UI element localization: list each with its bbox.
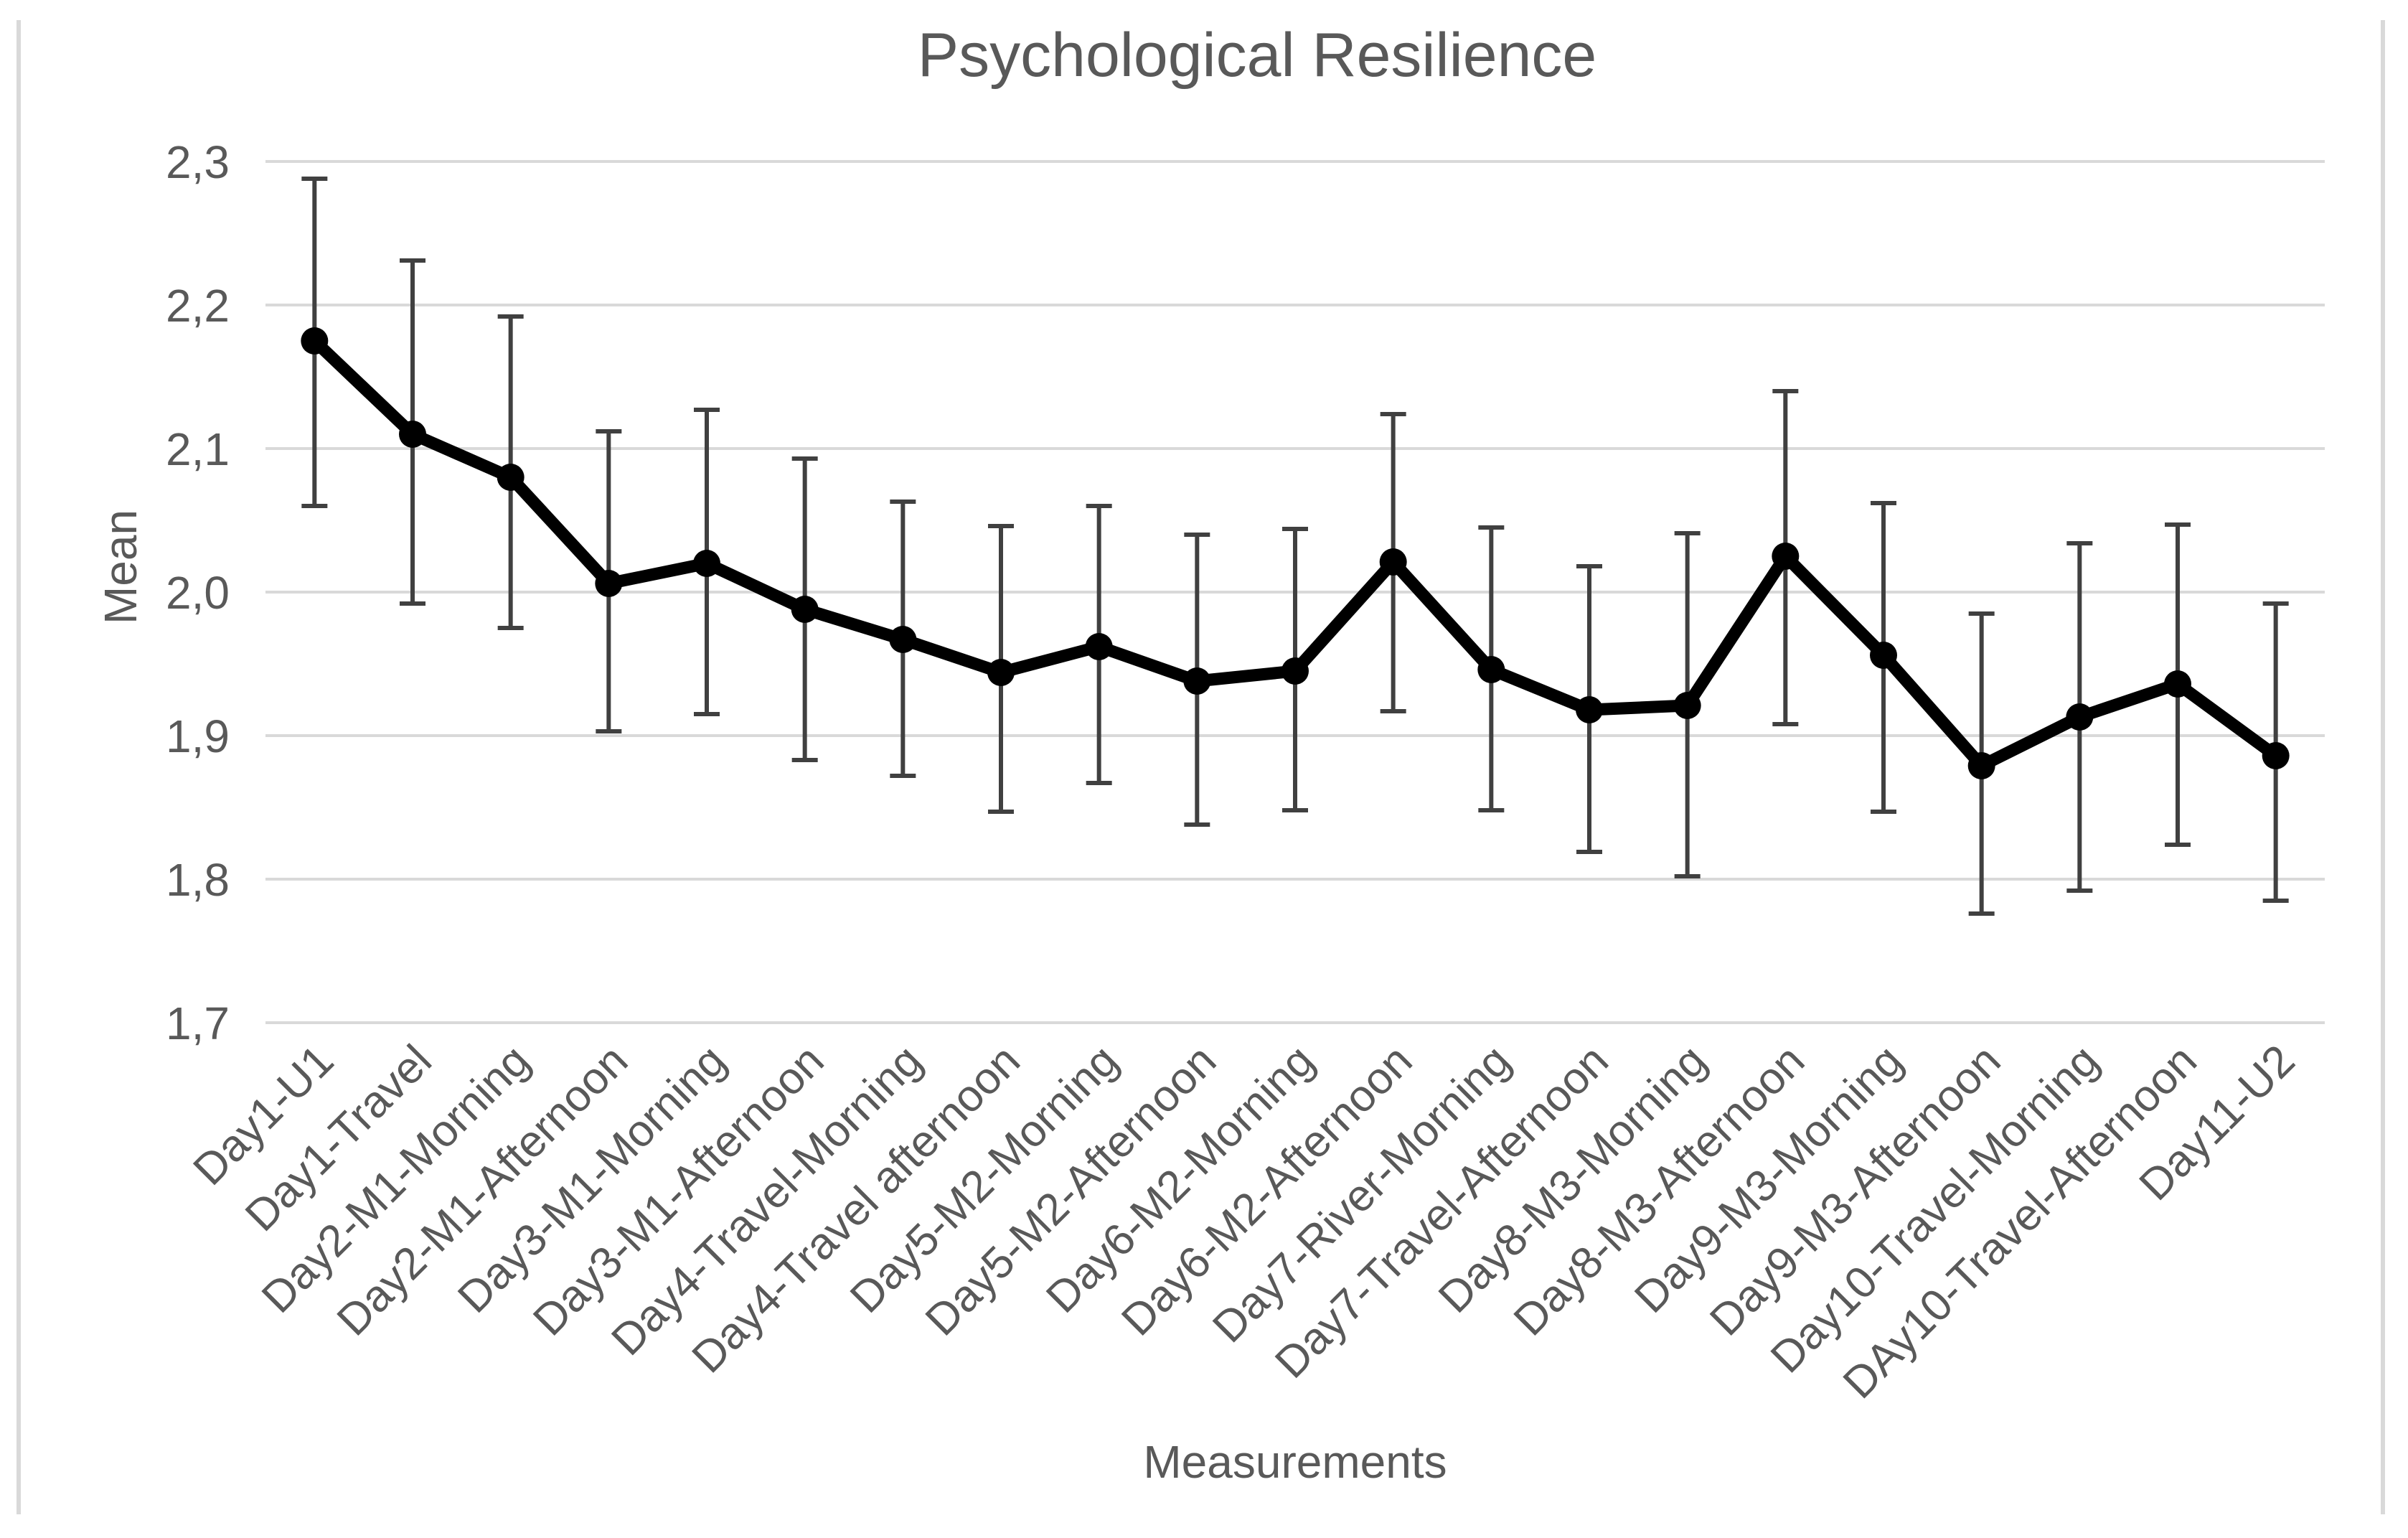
data-point <box>1477 656 1505 683</box>
data-point <box>2066 703 2094 731</box>
data-point <box>301 327 329 355</box>
y-tick-label: 2,0 <box>166 567 230 619</box>
data-point <box>399 421 426 448</box>
y-tick-label: 1,8 <box>166 854 230 906</box>
data-point <box>1772 543 1800 570</box>
data-point <box>1085 633 1113 660</box>
y-tick-label: 2,3 <box>166 136 230 188</box>
data-point <box>987 659 1015 686</box>
y-tick-label: 1,9 <box>166 711 230 762</box>
data-point <box>1673 692 1701 719</box>
y-tick-label: 2,2 <box>166 280 230 332</box>
data-point <box>693 550 720 577</box>
sheet-edge-right-line <box>2381 20 2385 1514</box>
data-point <box>1281 657 1309 685</box>
x-axis-title: Measurements <box>1143 1436 1447 1488</box>
sheet-edge-left-line <box>17 20 21 1514</box>
data-point <box>1967 752 1995 779</box>
data-point <box>1870 642 1897 669</box>
chart-title: Psychological Resilience <box>917 21 1597 90</box>
y-tick-label: 2,1 <box>166 423 230 475</box>
y-tick-label: 1,7 <box>166 998 230 1049</box>
data-point <box>1576 696 1603 723</box>
data-point <box>1183 667 1211 695</box>
data-point <box>595 570 623 597</box>
data-point <box>889 626 917 653</box>
data-point <box>2262 742 2290 769</box>
data-point <box>791 596 819 623</box>
data-point <box>1379 548 1407 576</box>
data-point <box>2164 670 2191 698</box>
data-point <box>497 464 525 491</box>
